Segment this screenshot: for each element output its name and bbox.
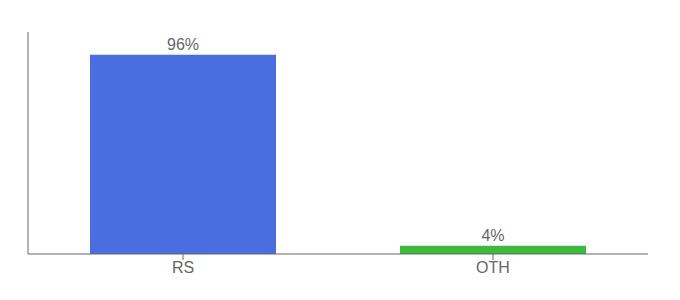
svg-text:4%: 4%: [481, 227, 504, 244]
svg-text:RS: RS: [172, 259, 194, 276]
svg-text:OTH: OTH: [476, 259, 510, 276]
svg-text:96%: 96%: [167, 36, 199, 53]
